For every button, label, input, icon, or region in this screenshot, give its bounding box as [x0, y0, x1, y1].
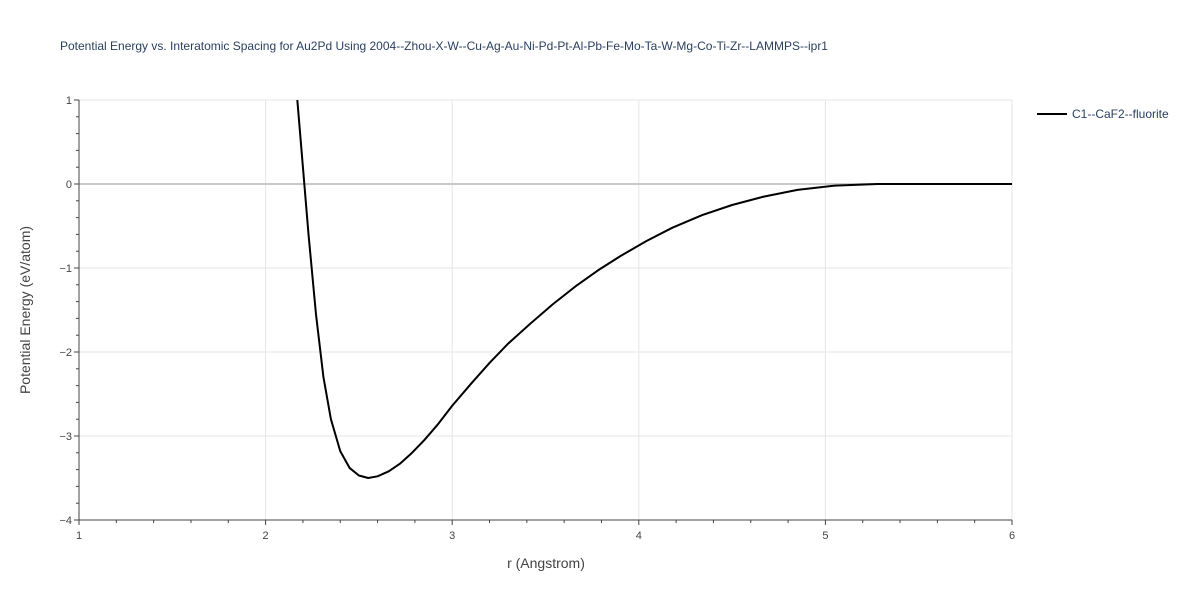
- y-tick-label: −1: [59, 263, 72, 275]
- chart-title: Potential Energy vs. Interatomic Spacing…: [60, 39, 828, 53]
- legend[interactable]: C1--CaF2--fluorite: [1037, 107, 1169, 121]
- plot-area: [296, 100, 1012, 479]
- x-tick-label: 6: [1009, 530, 1015, 542]
- x-axis-title: r (Angstrom): [507, 555, 585, 571]
- legend-label: C1--CaF2--fluorite: [1072, 107, 1169, 121]
- y-tick-label: −4: [59, 515, 72, 527]
- x-tick-label: 1: [76, 530, 82, 542]
- axes: 1 2 3 4 5 6 −4 −3 −2 −1 0 1: [59, 95, 1015, 542]
- y-tick-label: 0: [66, 179, 72, 191]
- y-tick-label: 1: [66, 95, 72, 107]
- y-axis-title: Potential Energy (eV/atom): [17, 226, 33, 394]
- y-tick-label: −2: [59, 347, 72, 359]
- y-tick-label: −3: [59, 431, 72, 443]
- x-tick-label: 5: [822, 530, 828, 542]
- series-line-0[interactable]: [296, 100, 1012, 479]
- x-tick-label: 4: [636, 530, 642, 542]
- grid: [79, 99, 1013, 520]
- x-tick-label: 2: [263, 530, 269, 542]
- x-tick-label: 3: [449, 530, 455, 542]
